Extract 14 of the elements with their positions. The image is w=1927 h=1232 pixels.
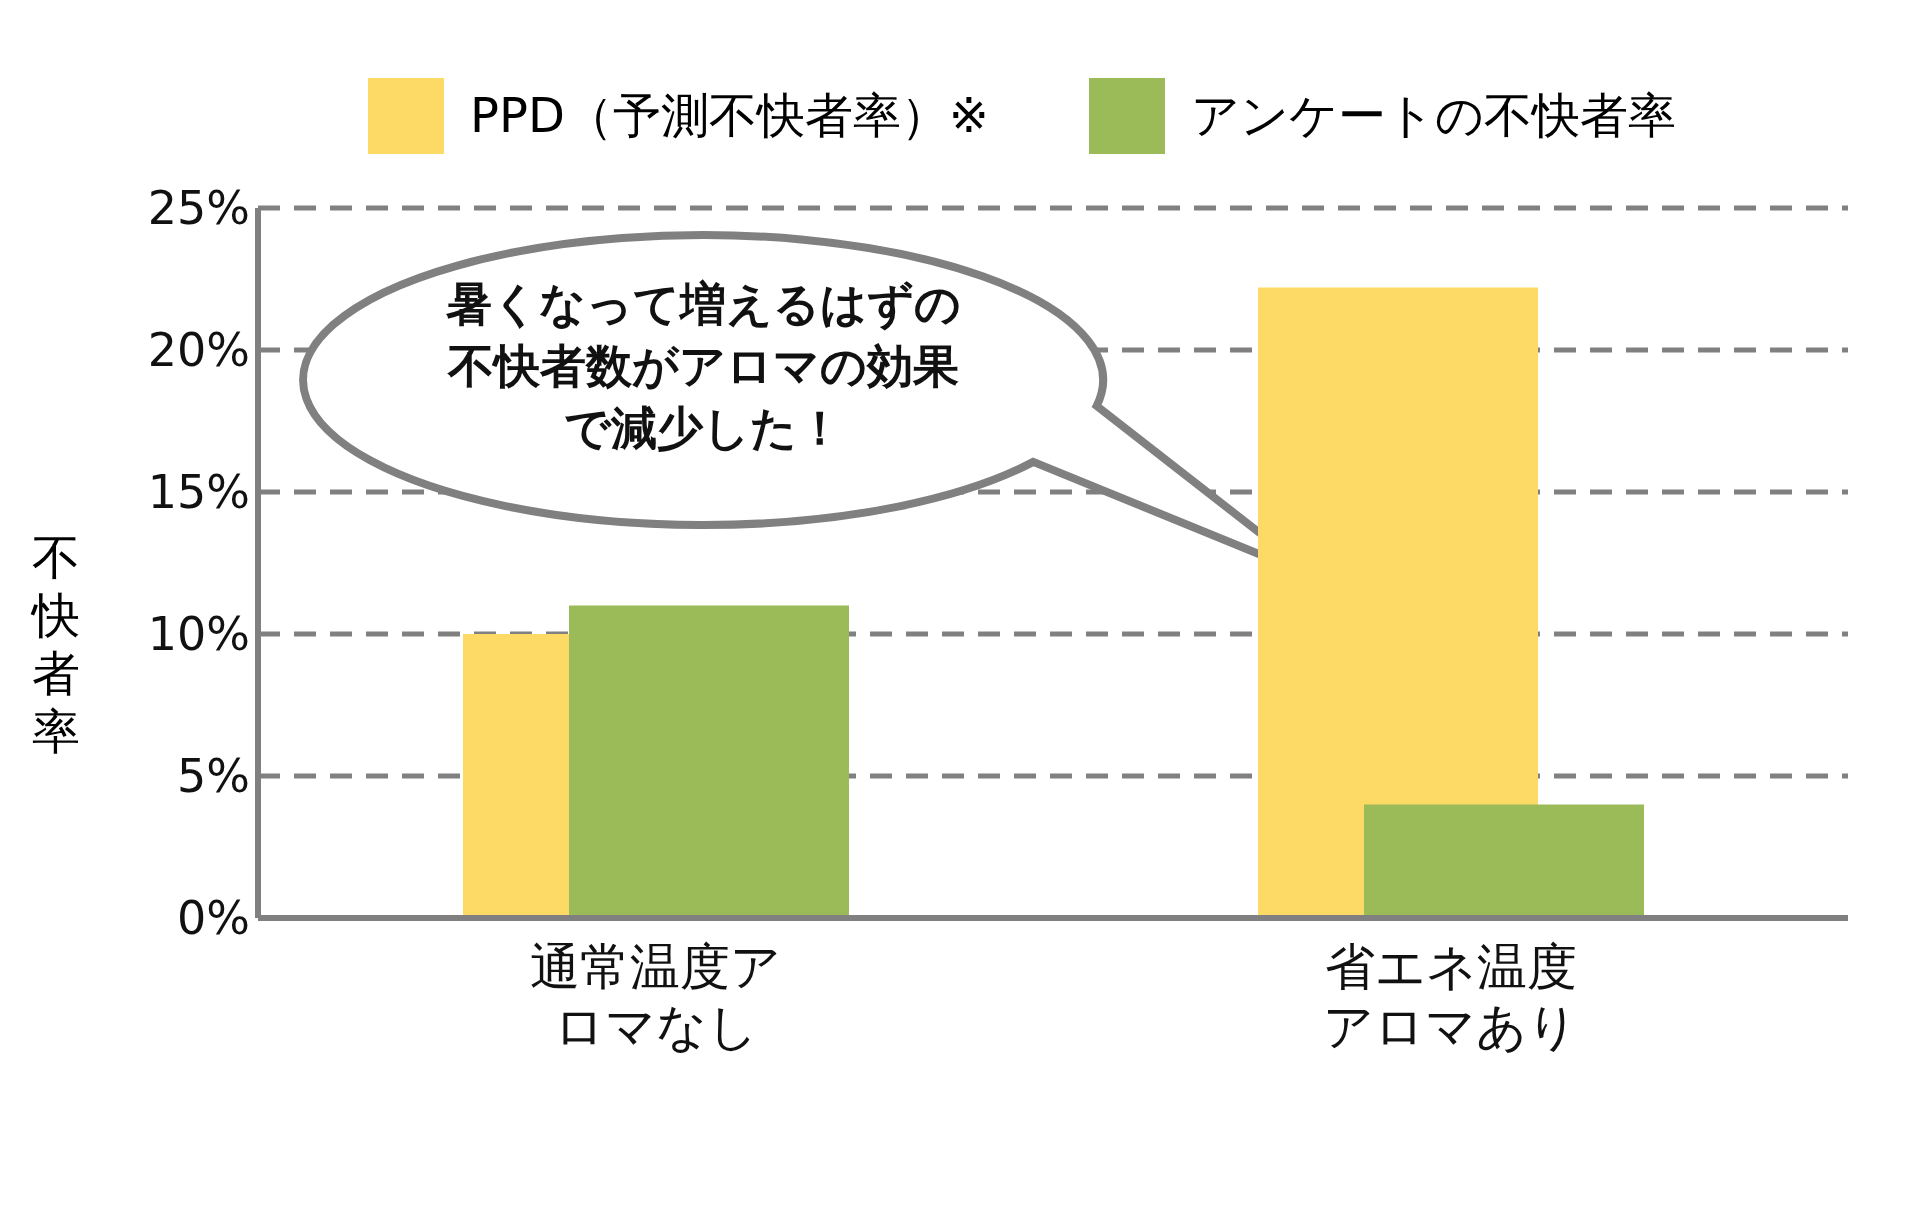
y-tick-label: 10% (147, 607, 250, 662)
y-axis-title: 不快者率 (30, 528, 81, 760)
legend-label: PPD（予測不快者率）※ (470, 86, 990, 145)
y-tick-label: 5% (177, 749, 250, 804)
x-tick-label: 省エネ温度アロマあり (1323, 938, 1578, 1056)
x-tick-label: 通常温度アロマなし (530, 938, 781, 1056)
y-tick-label: 20% (147, 323, 250, 378)
annotation: 暑くなって増えるはずの不快者数がアロマの効果で減少した！ (444, 277, 961, 455)
bar (1364, 804, 1644, 918)
legend-label: アンケートの不快者率 (1191, 86, 1677, 145)
y-tick-label: 15% (147, 465, 250, 520)
y-tick-label: 0% (177, 891, 250, 946)
bar (569, 605, 849, 918)
y-tick-label: 25% (147, 181, 250, 236)
